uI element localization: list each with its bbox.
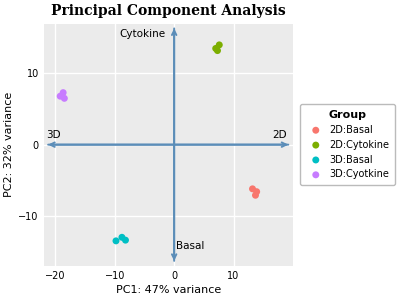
Point (119, 235, 125, 240)
Point (212, 46, 219, 51)
Point (254, 189, 260, 194)
Text: Cytokine: Cytokine (119, 29, 165, 39)
Point (57, 94, 63, 99)
Legend: 2D:Basal, 2D:Cytokine, 3D:Basal, 3D:Cyotkine: 2D:Basal, 2D:Cytokine, 3D:Basal, 3D:Cyot… (300, 104, 395, 185)
X-axis label: PC1: 47% variance: PC1: 47% variance (116, 285, 221, 295)
Point (122, 238, 129, 242)
Text: 3D: 3D (46, 130, 61, 140)
Point (252, 193, 259, 198)
Text: Basal: Basal (176, 241, 204, 251)
Point (113, 239, 119, 243)
Y-axis label: PC2: 32% variance: PC2: 32% variance (4, 92, 14, 197)
Text: 2D: 2D (272, 130, 287, 140)
Point (60, 90, 66, 95)
Point (61, 96, 68, 101)
Point (214, 48, 221, 53)
Title: Principal Component Analysis: Principal Component Analysis (51, 4, 286, 18)
Point (249, 187, 256, 191)
Point (216, 42, 222, 47)
